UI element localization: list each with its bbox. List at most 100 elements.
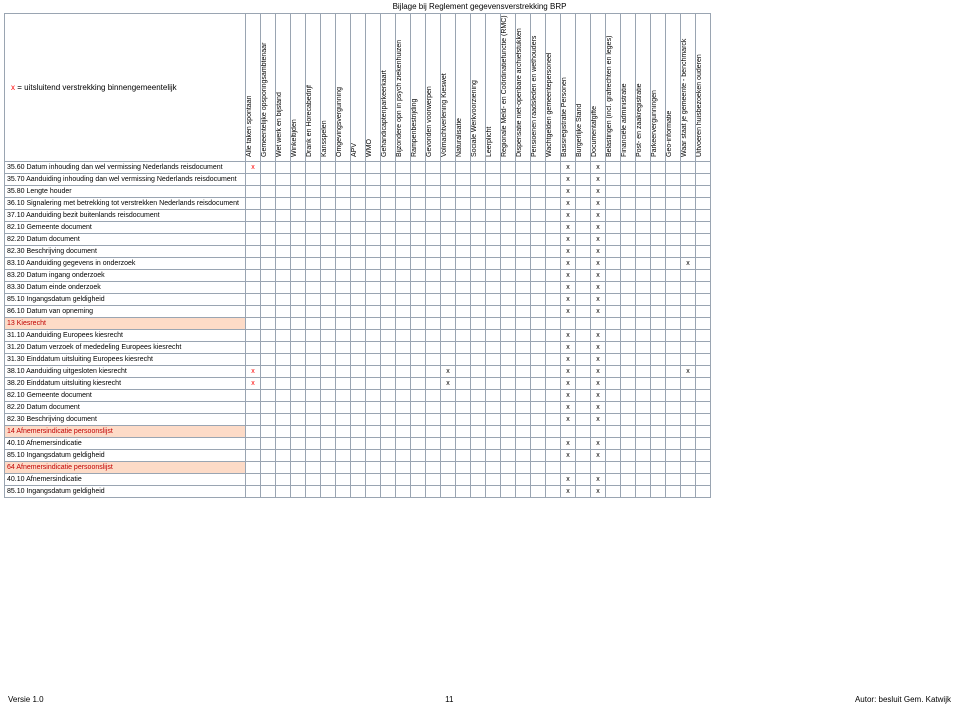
table-cell <box>606 294 621 306</box>
column-header-label: Wet werk en bijstand <box>276 92 283 157</box>
table-cell <box>351 222 366 234</box>
table-cell <box>411 342 426 354</box>
table-cell <box>366 486 381 498</box>
table-cell: x <box>591 378 606 390</box>
table-cell <box>426 390 441 402</box>
table-cell <box>681 486 696 498</box>
table-cell <box>321 366 336 378</box>
table-cell <box>681 342 696 354</box>
table-cell <box>396 234 411 246</box>
table-cell <box>411 174 426 186</box>
table-cell <box>396 390 411 402</box>
table-cell <box>621 246 636 258</box>
table-cell <box>546 222 561 234</box>
table-cell <box>306 246 321 258</box>
table-cell: x <box>561 270 576 282</box>
table-cell <box>516 414 531 426</box>
table-cell <box>291 210 306 222</box>
table-cell <box>351 462 366 474</box>
table-cell: x <box>561 174 576 186</box>
table-row: 85.10 Ingangsdatum geldigheidxx <box>5 294 711 306</box>
table-row: 31.20 Datum verzoek of mededeling Europe… <box>5 342 711 354</box>
table-cell <box>441 234 456 246</box>
table-cell <box>651 282 666 294</box>
table-cell <box>276 354 291 366</box>
table-cell <box>246 354 261 366</box>
table-cell <box>471 234 486 246</box>
table-cell <box>381 174 396 186</box>
table-cell <box>696 414 711 426</box>
table-cell <box>606 258 621 270</box>
column-header-label: Basisregistratie Personen <box>561 77 568 157</box>
table-cell <box>516 462 531 474</box>
table-cell <box>441 414 456 426</box>
table-cell <box>411 258 426 270</box>
table-cell <box>246 330 261 342</box>
table-cell <box>336 402 351 414</box>
table-cell <box>441 306 456 318</box>
table-cell <box>426 438 441 450</box>
table-cell <box>441 330 456 342</box>
table-cell <box>336 270 351 282</box>
table-cell <box>426 318 441 330</box>
table-cell <box>396 210 411 222</box>
table-cell <box>336 258 351 270</box>
table-cell <box>621 282 636 294</box>
table-cell <box>441 318 456 330</box>
table-cell <box>696 426 711 438</box>
table-cell <box>381 234 396 246</box>
table-cell <box>501 258 516 270</box>
category-row-label: 13 Kiesrecht <box>5 318 246 330</box>
table-cell: x <box>561 474 576 486</box>
column-header-label: Financiële administratie <box>621 83 628 157</box>
table-cell <box>681 414 696 426</box>
row-label: 85.10 Ingangsdatum geldigheid <box>5 450 246 462</box>
table-cell <box>246 186 261 198</box>
table-cell <box>321 426 336 438</box>
table-cell <box>696 486 711 498</box>
table-cell <box>456 234 471 246</box>
table-cell <box>291 258 306 270</box>
table-cell <box>411 210 426 222</box>
table-cell <box>246 414 261 426</box>
table-cell <box>426 246 441 258</box>
table-cell <box>516 426 531 438</box>
table-row: 64 Afnemersindicatie persoonslijst <box>5 462 711 474</box>
table-cell <box>696 282 711 294</box>
table-cell <box>651 306 666 318</box>
table-body: 35.60 Datum inhouding dan wel vermissing… <box>5 162 711 498</box>
table-cell <box>516 366 531 378</box>
table-cell <box>351 318 366 330</box>
table-cell <box>306 198 321 210</box>
table-cell <box>516 162 531 174</box>
table-cell <box>441 354 456 366</box>
table-cell <box>636 486 651 498</box>
table-cell <box>426 354 441 366</box>
table-cell <box>546 270 561 282</box>
table-cell <box>366 186 381 198</box>
table-row: 40.10 Afnemersindicatiexx <box>5 438 711 450</box>
table-cell <box>411 474 426 486</box>
table-cell <box>321 294 336 306</box>
table-cell <box>381 366 396 378</box>
table-cell <box>321 306 336 318</box>
table-cell <box>276 186 291 198</box>
table-cell <box>366 426 381 438</box>
table-cell <box>381 246 396 258</box>
table-cell <box>606 462 621 474</box>
table-cell <box>606 306 621 318</box>
table-cell <box>621 174 636 186</box>
table-cell <box>396 426 411 438</box>
table-cell <box>306 366 321 378</box>
table-cell <box>276 462 291 474</box>
table-cell <box>486 198 501 210</box>
table-cell <box>291 378 306 390</box>
table-row: 35.70 Aanduiding inhouding dan wel vermi… <box>5 174 711 186</box>
table-cell <box>681 270 696 282</box>
table-cell <box>501 162 516 174</box>
table-cell <box>426 282 441 294</box>
table-cell <box>261 474 276 486</box>
table-cell <box>516 282 531 294</box>
table-cell <box>381 402 396 414</box>
table-cell <box>276 306 291 318</box>
